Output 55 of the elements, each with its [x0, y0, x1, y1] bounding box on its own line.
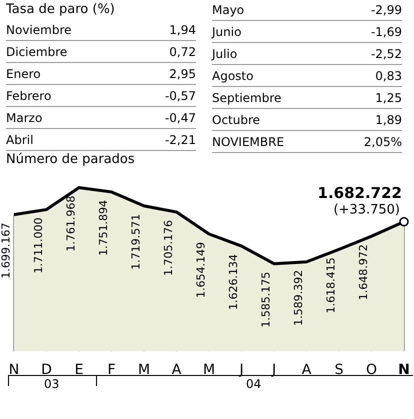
category-label: Febrero: [6, 88, 52, 105]
text: -1,69: [370, 25, 402, 39]
annotation: (+33.750): [333, 202, 400, 218]
category-label: Agosto: [212, 68, 254, 85]
x-tick-label: D: [41, 362, 52, 378]
data-label: 1.682.722: [318, 184, 402, 202]
x-tick-label: A: [172, 362, 182, 378]
category-label: Julio: [212, 46, 238, 63]
category-label: Marzo: [6, 110, 42, 127]
x-tick-label: O: [366, 362, 378, 378]
text: 2,05%: [364, 135, 402, 149]
text: -0,47: [164, 111, 196, 125]
x-tick-label: N: [8, 362, 20, 378]
text: -2,52: [370, 47, 402, 61]
data-label: 1.711.000: [32, 218, 45, 274]
x-tick-label: A: [302, 362, 312, 378]
text: 1,89: [375, 113, 402, 127]
data-label: 1.648.972: [356, 244, 370, 300]
x-tick-label: M: [202, 362, 216, 378]
text: -2,21: [164, 133, 196, 147]
text: 2,95: [169, 67, 196, 81]
x-tick-label: M: [138, 362, 150, 378]
chart-title: Número de parados: [6, 152, 135, 167]
category-label: Octubre: [212, 112, 260, 129]
category-label: Abril: [6, 132, 34, 149]
x-tick-label: F: [107, 362, 116, 378]
x-tick-label: E: [74, 362, 84, 378]
text: -0,57: [164, 89, 196, 103]
data-label: 1.618.415: [324, 257, 338, 314]
text: 0,72: [169, 45, 196, 59]
category-label: NOVIEMBRE: [212, 134, 284, 151]
data-label: 1.705.176: [162, 220, 175, 276]
data-label: 1.751.894: [96, 200, 110, 256]
category-label: Diciembre: [6, 44, 68, 61]
category-label: Noviembre: [6, 22, 72, 39]
category-label: Junio: [212, 24, 242, 41]
text: 1,94: [169, 23, 196, 37]
data-label: 1.654.149: [194, 242, 208, 298]
data-label: 1.761.968: [64, 196, 78, 252]
x-tick-label: N: [398, 362, 410, 378]
annotation: 04: [246, 377, 262, 392]
data-label: 1.719.571: [129, 214, 142, 270]
data-label: 1.699.167: [0, 222, 12, 279]
data-label: 1.626.134: [226, 254, 240, 310]
data-label: 1.585.175: [259, 272, 272, 328]
x-tick-label: S: [334, 362, 344, 378]
text: -2,99: [370, 3, 402, 17]
category-label: Enero: [6, 66, 41, 83]
text: 0,83: [375, 69, 402, 83]
text: Tasa de paro (%): [6, 1, 116, 19]
category-label: Septiembre: [212, 90, 282, 107]
text: 1,25: [375, 91, 402, 105]
annotation: 03: [44, 377, 60, 392]
category-label: Mayo: [212, 2, 244, 19]
data-label: 1.589.392: [292, 270, 305, 326]
